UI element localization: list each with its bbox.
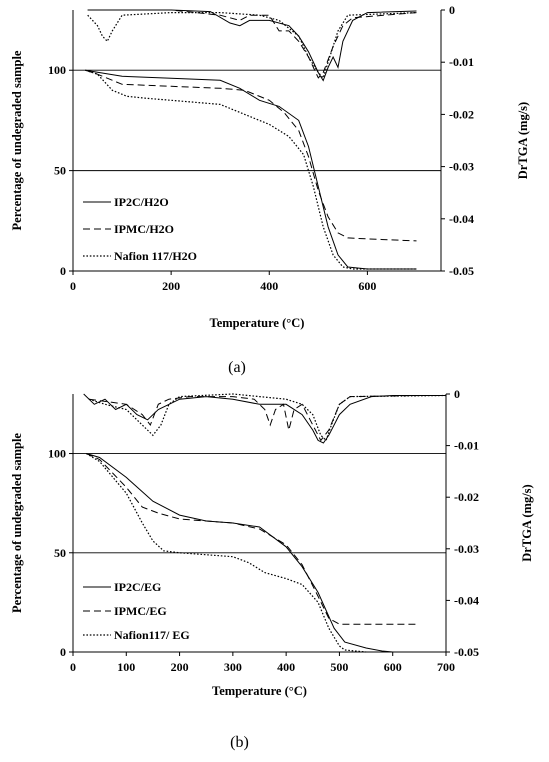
- legend-entry: IPMC/EG: [114, 604, 167, 618]
- y2-axis-label: DrTGA (mg/s): [516, 102, 530, 179]
- x-tick-label: 0: [70, 279, 76, 293]
- x-tick-label: 200: [162, 279, 180, 293]
- legend: IP2C/EG IPMC/EG Nafion117/ EG: [83, 580, 190, 642]
- y2-tick-label: -0.01: [454, 439, 479, 453]
- x-axis-label: Temperature (°C): [212, 684, 307, 698]
- x-tick-label: 0: [70, 660, 76, 674]
- x-tick-label: 700: [437, 660, 455, 674]
- y-tick-label: 100: [48, 447, 66, 461]
- legend-entry: Nafion 117/H2O: [114, 249, 197, 263]
- x-tick-label: 300: [224, 660, 242, 674]
- x-tick-label: 100: [117, 660, 135, 674]
- y2-tick-label: -0.02: [454, 490, 479, 504]
- tga-line-3: [85, 69, 417, 270]
- tga-line-1: [85, 69, 417, 270]
- legend-entry: Nafion117/ EG: [114, 628, 190, 642]
- y2-tick-label: -0.04: [449, 212, 474, 226]
- subfigure-caption: (a): [228, 359, 246, 376]
- y-tick-label: 100: [48, 63, 66, 77]
- x-tick-label: 600: [358, 279, 376, 293]
- drtga-line-5: [88, 395, 420, 442]
- tga-line-2: [86, 453, 420, 625]
- y2-tick-label: -0.05: [454, 645, 479, 659]
- y-tick-label: 50: [54, 546, 66, 560]
- drtga-line-5: [87, 9, 417, 79]
- y-tick-label: 0: [60, 264, 66, 278]
- legend-entry: IPMC/H2O: [114, 222, 174, 236]
- y-tick-label: 0: [60, 645, 66, 659]
- y2-tick-label: -0.03: [449, 160, 474, 174]
- x-tick-label: 200: [171, 660, 189, 674]
- x-axis-label: Temperature (°C): [210, 316, 305, 330]
- y2-tick-label: -0.04: [454, 593, 479, 607]
- chart-b: 0 100 200 300 400 500 600 700 0 50 100 0 -0.01 -0.02 -…: [10, 387, 534, 751]
- y2-axis-label: DrTGA (mg/s): [520, 484, 534, 561]
- drtga-line-4: [87, 9, 417, 82]
- y2-tick-label: 0: [454, 387, 460, 401]
- legend: IP2C/H2O IPMC/H2O Nafion 117/H2O: [83, 195, 197, 263]
- legend-entry: IP2C/EG: [114, 580, 161, 594]
- y-axis-label: Percentage of undegraded sample: [10, 433, 24, 613]
- y2-tick-label: -0.05: [449, 264, 474, 278]
- tga-line-2: [85, 69, 417, 242]
- tga-line-3: [85, 452, 367, 653]
- y2-tick-label: 0: [449, 3, 455, 17]
- drtga-line-6: [87, 12, 417, 80]
- y2-tick-label: -0.01: [449, 55, 474, 69]
- y-tick-label: 50: [54, 164, 66, 178]
- drtga-line-6: [88, 393, 447, 442]
- x-tick-label: 400: [277, 660, 295, 674]
- y2-tick-label: -0.02: [449, 107, 474, 121]
- subfigure-caption: (b): [230, 734, 249, 751]
- x-tick-label: 500: [330, 660, 348, 674]
- legend-entry: IP2C/H2O: [114, 195, 169, 209]
- y2-tick-label: -0.03: [454, 542, 479, 556]
- x-tick-label: 400: [260, 279, 278, 293]
- x-tick-label: 600: [384, 660, 402, 674]
- drtga-line-4: [83, 393, 446, 444]
- y-axis-label: Percentage of undegraded sample: [10, 50, 24, 230]
- chart-a: 0 200 400 600 0 50 100 0 -0.01 -0.02 -0.03 -0.04 -0.…: [10, 3, 530, 376]
